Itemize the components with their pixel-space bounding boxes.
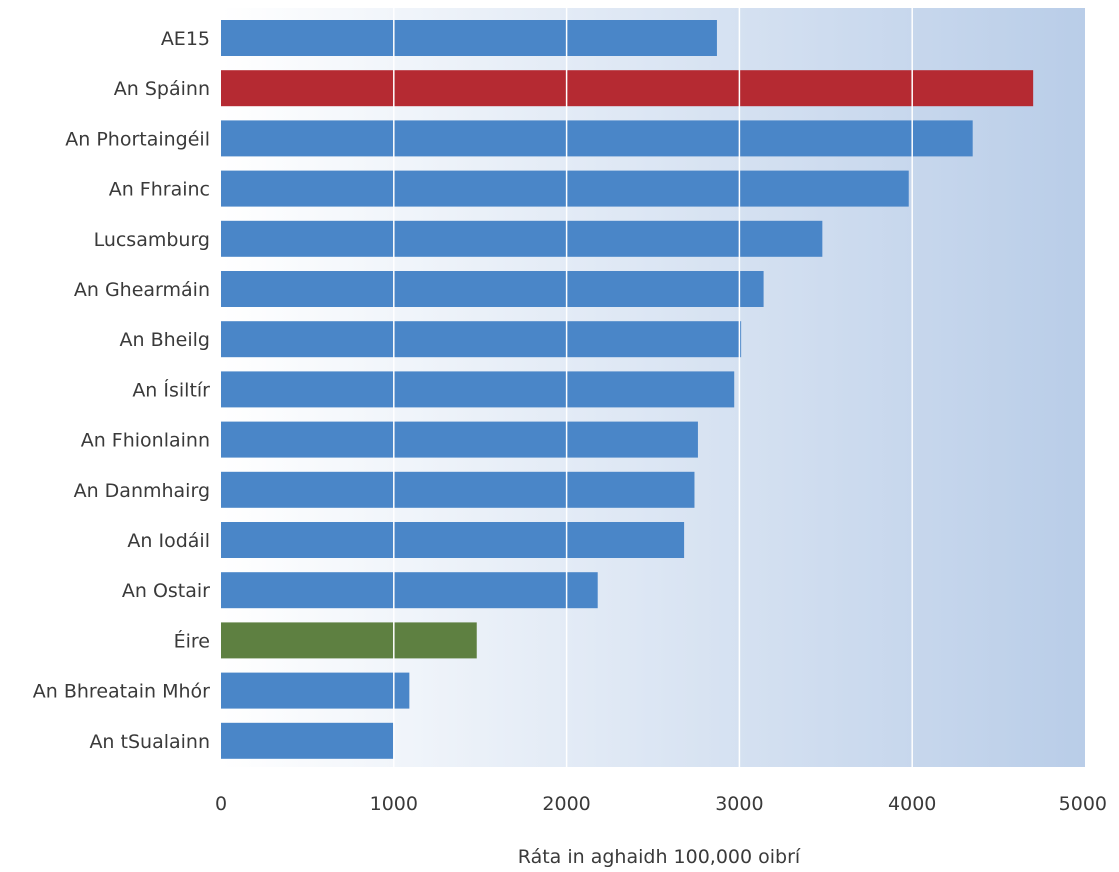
category-label: An Ghearmáin: [74, 279, 210, 301]
bars: [221, 20, 1034, 759]
bar: [221, 622, 477, 659]
x-tick-labels: 0 1000 2000 3000 4000 5000: [215, 793, 1107, 815]
gridlines: [393, 8, 913, 767]
bar: [221, 70, 1034, 107]
x-tick-label: 3000: [715, 793, 763, 815]
category-label: An Fhionlainn: [81, 430, 210, 452]
bar: [221, 572, 598, 609]
x-tick-label: 5000: [1059, 793, 1107, 815]
category-label: An Ísiltír: [132, 378, 210, 401]
bar: [221, 321, 742, 358]
x-tick-label: 4000: [888, 793, 936, 815]
x-axis-title: Ráta in aghaidh 100,000 oibrí: [518, 846, 801, 868]
bar: [221, 220, 823, 257]
x-tick-label: 0: [215, 793, 227, 815]
category-label: An tSualainn: [89, 731, 210, 753]
category-label: Éire: [174, 629, 210, 652]
category-label: An Spáinn: [114, 78, 210, 100]
bar: [221, 170, 909, 207]
x-tick-label: 1000: [370, 793, 418, 815]
bar: [221, 471, 695, 508]
bar: [221, 672, 410, 709]
category-labels: AE15 An Spáinn An Phortaingéil An Fhrainc Lu…: [33, 28, 210, 753]
category-label: Lucsamburg: [94, 229, 210, 251]
x-tick-label: 2000: [542, 793, 590, 815]
category-label: An Iodáil: [127, 530, 210, 552]
category-label: An Ostair: [122, 580, 210, 602]
bar: [221, 421, 698, 458]
bar: [221, 522, 685, 558]
category-label: An Danmhairg: [74, 480, 210, 502]
category-label: An Fhrainc: [109, 179, 210, 201]
bar: [221, 20, 717, 56]
bar: [221, 120, 973, 157]
category-label: An Bheilg: [120, 329, 210, 351]
bar: [221, 722, 394, 759]
bar: [221, 371, 735, 408]
bar: [221, 271, 764, 307]
category-label: AE15: [161, 28, 210, 50]
category-label: An Bhreatain Mhór: [33, 681, 210, 703]
category-label: An Phortaingéil: [65, 128, 210, 150]
